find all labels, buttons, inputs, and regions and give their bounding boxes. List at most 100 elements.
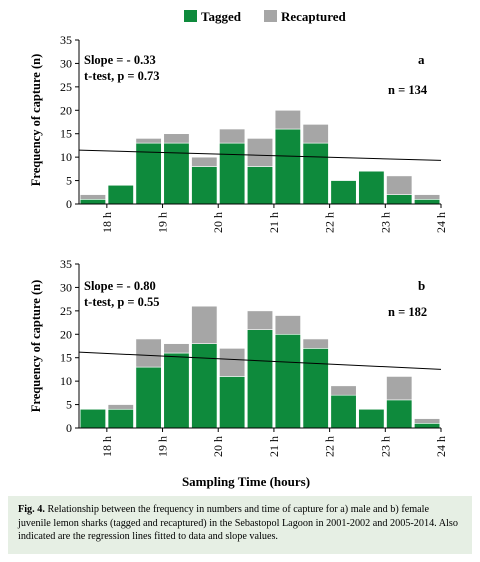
bars (79, 305, 441, 429)
bar-tagged (386, 399, 413, 429)
bar-recaptured (219, 348, 246, 377)
bar-tagged (163, 352, 190, 429)
n-text: n = 134 (388, 83, 428, 97)
y-tick-label: 0 (66, 421, 72, 435)
y-tick-label: 15 (60, 127, 72, 141)
y-ticks: 0 5 10 15 20 25 30 35 (60, 257, 79, 435)
x-ticks: 18 h 19 h 20 h 21 h 22 h 23 h 24 h (100, 204, 448, 233)
x-tick-label: 21 h (267, 436, 281, 457)
bar-recaptured (135, 138, 162, 144)
y-tick-label: 0 (66, 197, 72, 211)
bar-tagged (302, 142, 329, 205)
y-tick-label: 35 (60, 257, 72, 271)
y-tick-label: 10 (60, 150, 72, 164)
bar-tagged (414, 199, 441, 205)
y-axis-label: Frequency of capture (n) (29, 54, 43, 187)
bar-tagged (135, 142, 162, 205)
bar-recaptured (274, 315, 301, 335)
bar-tagged (274, 333, 301, 429)
bar-recaptured (386, 175, 413, 195)
bar-recaptured (330, 385, 357, 396)
bar-tagged (219, 142, 246, 205)
bar-recaptured (219, 128, 246, 144)
bar-tagged (274, 128, 301, 205)
x-tick-label: 22 h (323, 212, 337, 233)
x-tick-label: 21 h (267, 212, 281, 233)
bar-tagged (219, 376, 246, 429)
x-tick-label: 18 h (100, 436, 114, 457)
caption-text: Relationship between the frequency in nu… (18, 504, 458, 542)
legend-swatch-tagged (184, 10, 197, 22)
x-tick-label: 23 h (378, 436, 392, 457)
x-tick-label: 20 h (211, 212, 225, 233)
bar-tagged (386, 194, 413, 205)
y-ticks: 0 5 10 15 20 25 30 35 (60, 33, 79, 211)
bar-tagged (191, 343, 218, 429)
bar-tagged (191, 166, 218, 205)
bar-tagged (135, 366, 162, 429)
y-tick-label: 30 (60, 280, 72, 294)
bar-tagged (358, 170, 385, 205)
bar-tagged (330, 180, 357, 205)
bar-tagged (79, 408, 106, 429)
bar-recaptured (274, 109, 301, 130)
bar-recaptured (386, 376, 413, 401)
bar-tagged (358, 408, 385, 429)
x-tick-label: 24 h (434, 212, 448, 233)
bar-tagged (330, 394, 357, 429)
y-tick-label: 35 (60, 33, 72, 47)
y-axis-label: Frequency of capture (n) (29, 280, 43, 413)
panel-label: b (418, 278, 425, 293)
caption-label: Fig. 4. (18, 504, 45, 515)
panel-a: Frequency of capture (n) 05101520253035 … (29, 33, 448, 233)
bar-recaptured (191, 305, 218, 344)
bar-tagged (246, 329, 274, 429)
x-tick-label: 24 h (434, 436, 448, 457)
y-tick-label: 5 (66, 398, 72, 412)
legend: Tagged Recaptured (184, 9, 347, 24)
bar-recaptured (191, 156, 218, 167)
panel-b: Frequency of capture (n) 05101520253035 … (29, 257, 448, 457)
bar-recaptured (107, 404, 134, 410)
bar-recaptured (246, 310, 274, 330)
bar-recaptured (79, 194, 106, 200)
regression-line (78, 149, 442, 161)
regression-line (78, 351, 442, 370)
y-tick-label: 20 (60, 327, 72, 341)
bars (79, 109, 441, 205)
legend-label-tagged: Tagged (201, 9, 242, 24)
bar-recaptured (246, 138, 274, 167)
bar-tagged (302, 348, 329, 429)
x-tick-label: 23 h (378, 212, 392, 233)
slope-text: Slope = - 0.80 (84, 279, 156, 293)
y-tick-label: 15 (60, 351, 72, 365)
n-text: n = 182 (388, 305, 427, 319)
panel-label: a (418, 52, 425, 67)
bar-tagged (414, 423, 441, 429)
slope-text: Slope = - 0.33 (84, 53, 156, 67)
bar-recaptured (135, 338, 162, 368)
y-tick-label: 30 (60, 56, 72, 70)
y-tick-label: 25 (60, 304, 72, 318)
bar-recaptured (302, 124, 329, 144)
x-tick-label: 22 h (323, 436, 337, 457)
x-tick-label: 19 h (156, 212, 170, 233)
bar-recaptured (163, 133, 190, 144)
x-tick-label: 19 h (156, 436, 170, 457)
x-axis-label: Sampling Time (hours) (182, 474, 310, 489)
legend-swatch-recaptured (264, 10, 277, 22)
legend-label-recaptured: Recaptured (281, 9, 347, 24)
bar-tagged (246, 166, 274, 205)
y-tick-label: 25 (60, 80, 72, 94)
figure: Tagged Recaptured Frequency of capture (… (29, 9, 448, 489)
bar-tagged (107, 408, 134, 429)
bar-recaptured (163, 343, 190, 354)
x-tick-label: 18 h (100, 212, 114, 233)
bar-recaptured (302, 338, 329, 349)
ttest-text: t-test, p = 0.73 (84, 69, 160, 83)
x-tick-label: 20 h (211, 436, 225, 457)
bar-recaptured (414, 418, 441, 424)
bar-recaptured (414, 194, 441, 200)
y-tick-label: 10 (60, 374, 72, 388)
y-tick-label: 20 (60, 103, 72, 117)
